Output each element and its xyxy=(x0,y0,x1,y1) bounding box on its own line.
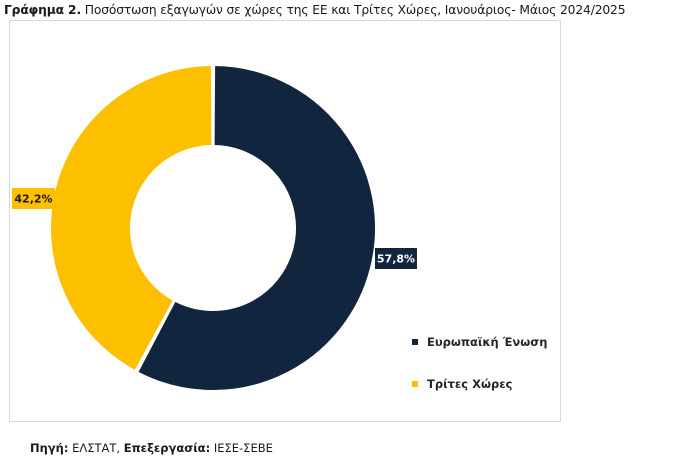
data-label-third: 42,2% xyxy=(12,188,55,209)
processing-label: Επεξεργασία: xyxy=(123,441,211,455)
data-label-third-box xyxy=(12,188,55,209)
chart-frame xyxy=(9,20,561,422)
source-label: Πηγή: xyxy=(30,441,69,455)
legend-item-eu: Ευρωπαϊκή Ένωση xyxy=(412,332,547,352)
caption-text: Ποσόστωση εξαγωγών σε χώρες της ΕΕ και Τ… xyxy=(84,3,626,17)
data-label-third-text: 42,2% xyxy=(14,193,52,206)
source-value: ΕΛΣΤΑΤ, xyxy=(68,441,124,455)
legend-label-eu: Ευρωπαϊκή Ένωση xyxy=(427,335,548,349)
legend-swatch-eu xyxy=(412,339,418,345)
data-label-eu-box xyxy=(375,248,417,269)
data-label-eu-text: 57,8% xyxy=(377,253,415,266)
chart-caption: Γράφημα 2. Ποσόστωση εξαγωγών σε χώρες τ… xyxy=(4,3,626,17)
donut-slice-third xyxy=(49,63,214,373)
donut-slice-eu xyxy=(135,63,377,392)
legend-item-third: Τρίτες Χώρες xyxy=(412,374,547,394)
caption-label: Γράφημα 2. xyxy=(4,3,81,17)
data-label-eu: 57,8% xyxy=(375,248,417,269)
legend-swatch-third xyxy=(412,381,418,387)
source-note: Πηγή: ΕΛΣΤΑΤ, Επεξεργασία: ΙΕΣΕ-ΣΕΒΕ xyxy=(30,441,273,455)
legend-label-third: Τρίτες Χώρες xyxy=(427,377,513,391)
chart-legend: Ευρωπαϊκή Ένωση Τρίτες Χώρες xyxy=(412,332,547,416)
processing-value: ΙΕΣΕ-ΣΕΒΕ xyxy=(210,441,273,455)
